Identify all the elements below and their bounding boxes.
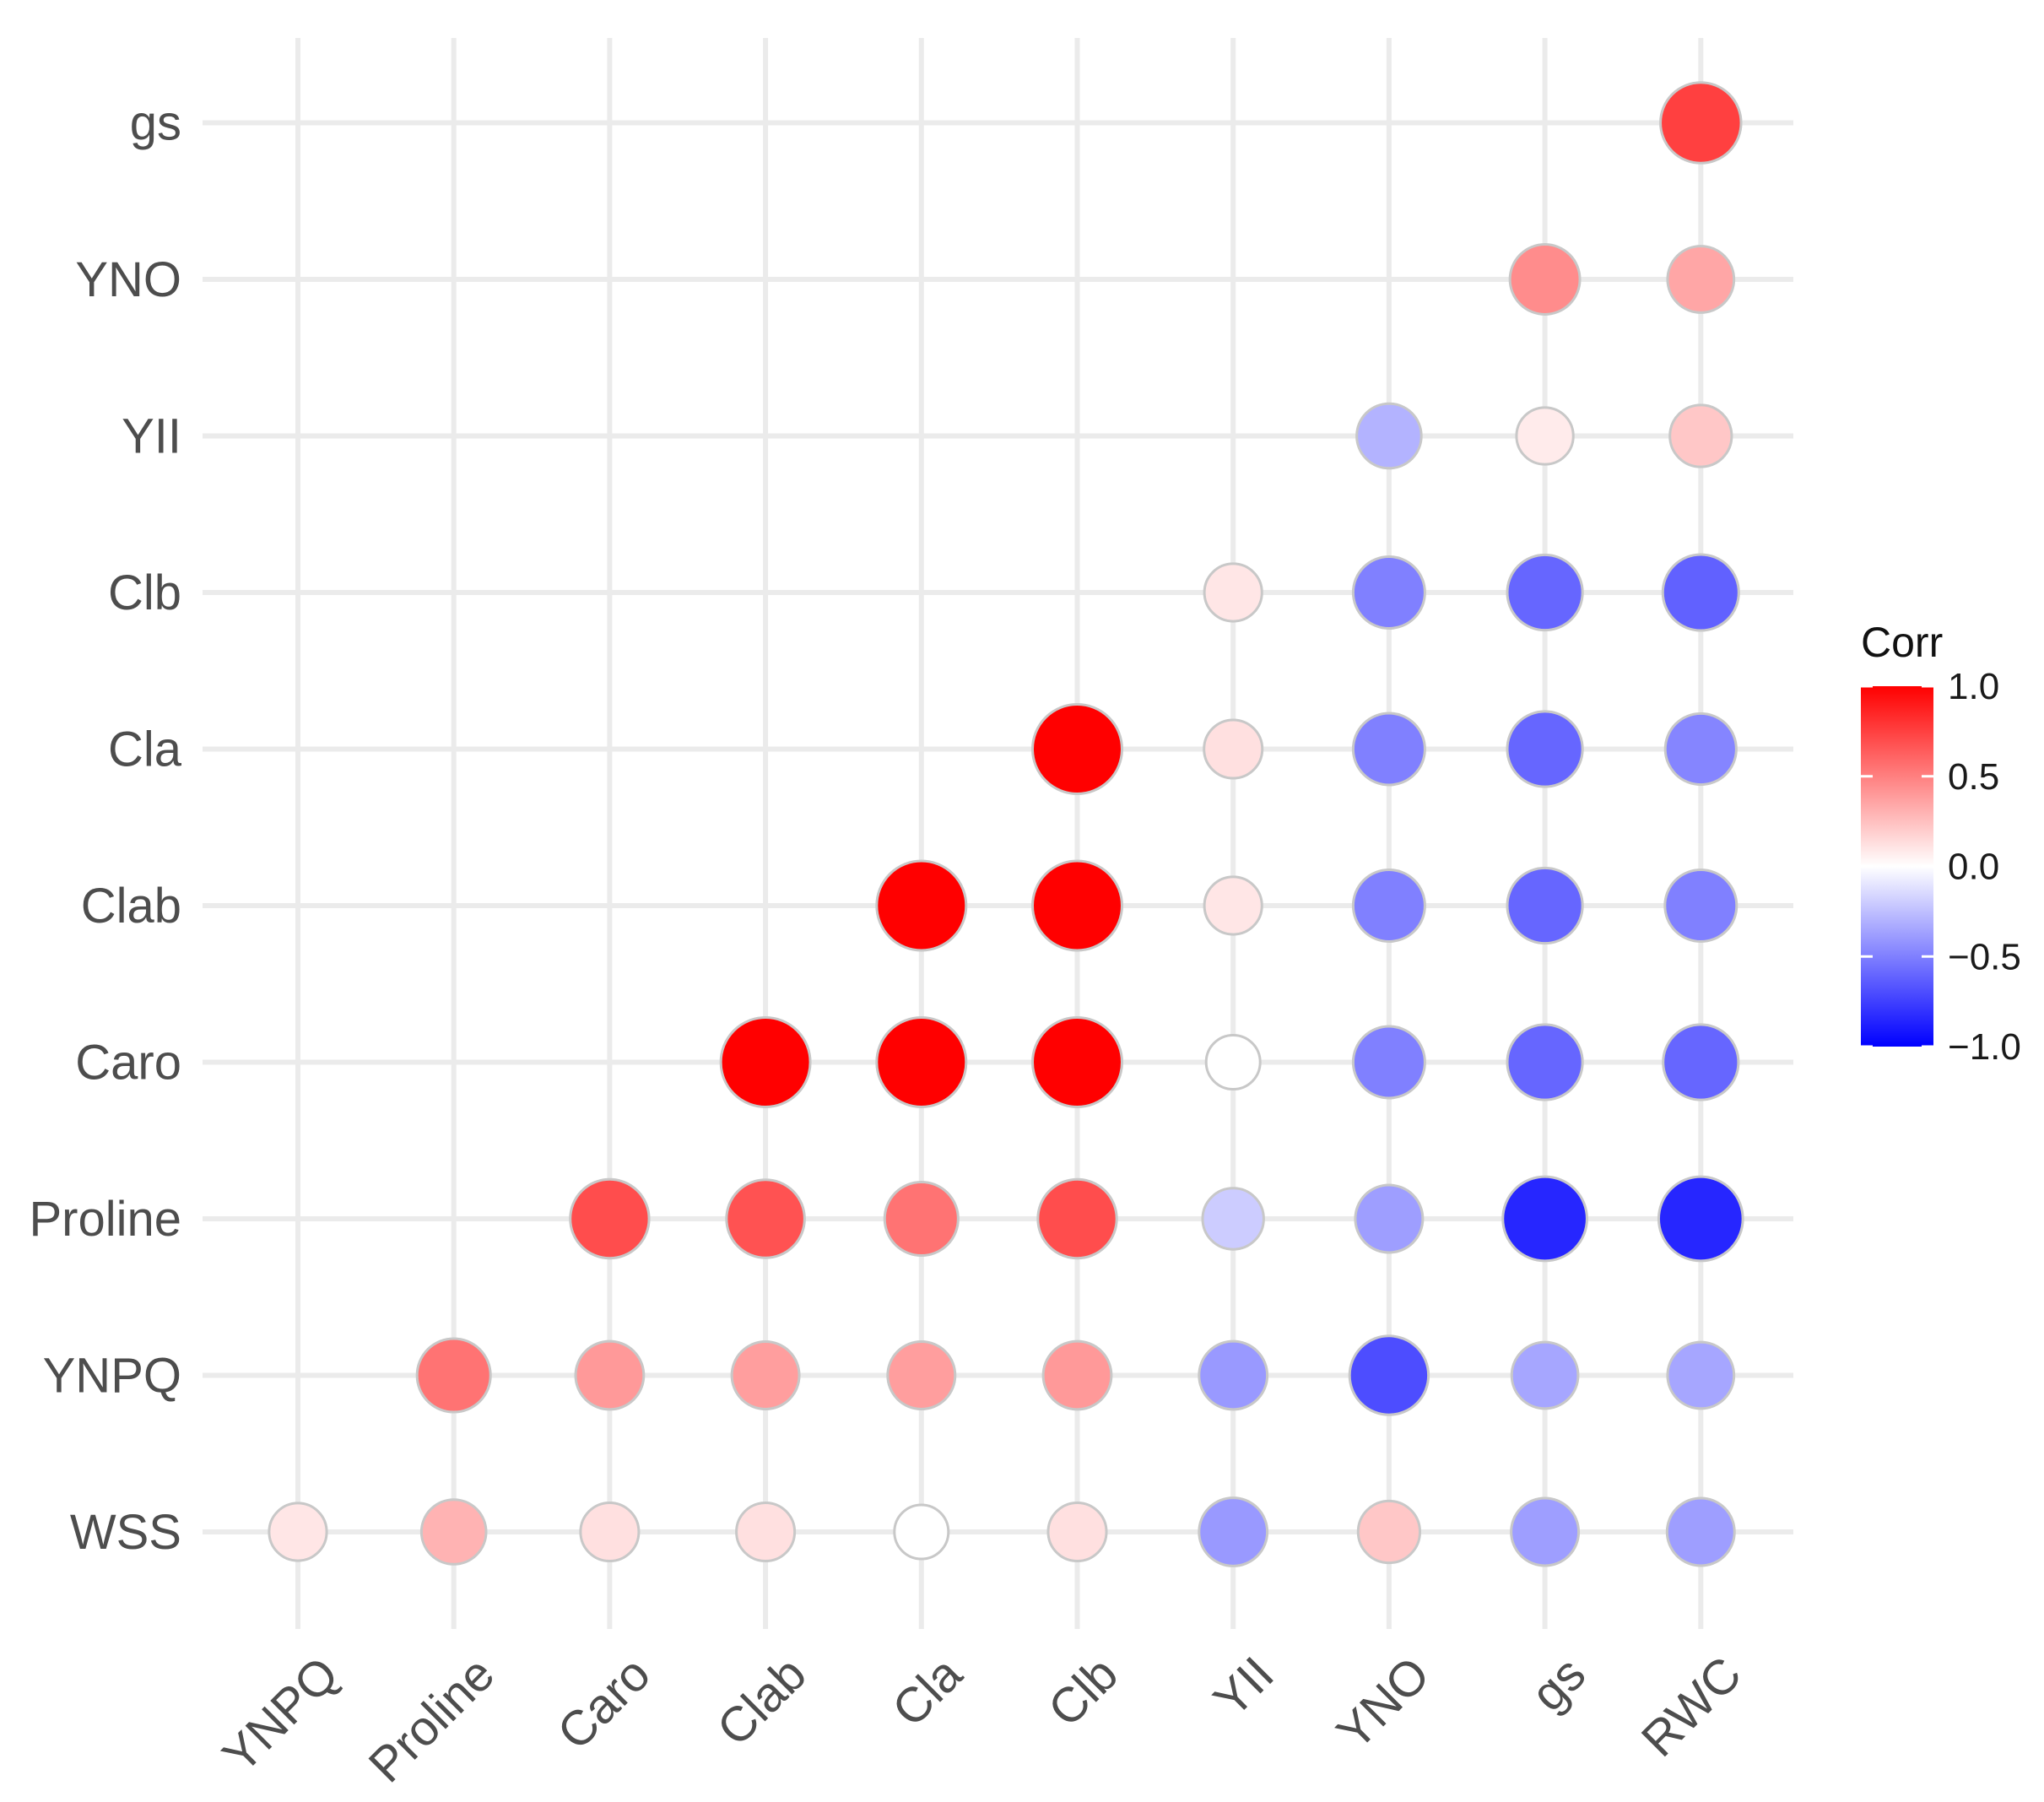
- corr-point-clb-gs: [1506, 553, 1584, 632]
- y-tick-label-yii: YII: [122, 409, 181, 464]
- corr-point-wss-ynpq: [268, 1502, 328, 1562]
- y-tick-label-clb: Clb: [108, 565, 181, 620]
- corr-point-ynpq-caro: [574, 1339, 646, 1411]
- x-tick-label-clab: Clab: [706, 1647, 816, 1756]
- corr-point-cla-yno: [1351, 712, 1426, 787]
- x-tick-label-caro: Caro: [547, 1647, 661, 1761]
- corr-point-clab-rwc: [1663, 869, 1738, 943]
- correlation-circles: [268, 81, 1744, 1567]
- corr-point-proline-rwc: [1657, 1175, 1744, 1263]
- x-tick-label-proline: Proline: [359, 1647, 506, 1794]
- corr-point-clb-yno: [1351, 555, 1426, 630]
- corr-point-ynpq-yii: [1198, 1339, 1269, 1411]
- corr-point-proline-cla: [883, 1180, 960, 1258]
- legend-tick-label: −0.5: [1948, 936, 2021, 977]
- corr-point-ynpq-clb: [1041, 1339, 1113, 1411]
- corr-point-wss-clab: [735, 1501, 797, 1563]
- legend-tick-label: 0.0: [1948, 847, 1999, 888]
- legend-tick-label: 0.5: [1948, 756, 1999, 798]
- corr-point-ynpq-yno: [1348, 1334, 1430, 1416]
- corr-point-yno-gs: [1508, 243, 1582, 316]
- y-tick-label-cla: Cla: [108, 722, 182, 777]
- legend-title: Corr: [1861, 619, 1943, 666]
- x-tick-label-cla: Cla: [882, 1646, 973, 1737]
- corr-point-caro-yii: [1204, 1034, 1262, 1090]
- corr-point-clab-gs: [1506, 866, 1584, 945]
- x-tick-label-gs: gs: [1521, 1647, 1596, 1722]
- corr-point-wss-caro: [579, 1501, 641, 1563]
- corr-point-wss-rwc: [1665, 1496, 1736, 1567]
- corr-point-cla-yii: [1203, 718, 1264, 780]
- corr-point-wss-clb: [1046, 1501, 1108, 1563]
- y-axis-labels: WSS YNPQ Proline Caro Clab Cla Clb YII YNO gs: [29, 96, 181, 1561]
- corr-point-clab-clb: [1031, 859, 1123, 952]
- corr-point-proline-gs: [1501, 1175, 1588, 1263]
- corr-point-proline-yii: [1201, 1187, 1265, 1251]
- x-axis-labels: YNPQ Proline Caro Clab Cla Clb YII YNO gs RWC: [212, 1646, 1751, 1793]
- legend-tick-label: −1.0: [1948, 1026, 2021, 1068]
- corr-point-proline-clb: [1036, 1177, 1118, 1260]
- corr-point-caro-clab: [719, 1016, 812, 1108]
- legend-colorbar: [1861, 686, 1933, 1047]
- corr-point-caro-gs: [1506, 1023, 1584, 1101]
- corr-point-clab-yii: [1203, 875, 1263, 936]
- corr-point-ynpq-cla: [886, 1340, 957, 1410]
- corr-point-wss-proline: [419, 1498, 488, 1566]
- y-tick-label-wss: WSS: [70, 1505, 181, 1560]
- corr-point-proline-yno: [1354, 1183, 1425, 1254]
- y-tick-label-yno: YNO: [75, 252, 181, 307]
- corr-point-yii-yno: [1355, 402, 1423, 470]
- corr-point-clb-yii: [1203, 562, 1263, 623]
- corr-point-ynpq-rwc: [1666, 1340, 1736, 1410]
- corr-point-yii-gs: [1515, 406, 1575, 466]
- y-tick-label-gs: gs: [130, 96, 181, 151]
- corr-point-wss-yno: [1356, 1499, 1422, 1565]
- corr-point-wss-cla: [893, 1503, 950, 1561]
- corr-point-clab-yno: [1351, 869, 1426, 943]
- corr-point-wss-yii: [1198, 1496, 1269, 1567]
- corr-point-caro-clb: [1031, 1016, 1123, 1108]
- corr-point-cla-gs: [1506, 710, 1584, 788]
- y-tick-label-clab: Clab: [81, 879, 181, 933]
- x-tick-label-ynpq: YNPQ: [212, 1647, 349, 1783]
- x-tick-label-rwc: RWC: [1631, 1647, 1752, 1767]
- corr-point-caro-yno: [1351, 1025, 1426, 1100]
- x-tick-label-yno: YNO: [1327, 1647, 1441, 1761]
- x-tick-label-yii: YII: [1203, 1647, 1284, 1728]
- corr-point-wss-gs: [1510, 1496, 1581, 1567]
- corr-point-proline-caro: [569, 1177, 651, 1260]
- corr-point-ynpq-clab: [730, 1340, 801, 1410]
- corr-point-gs-rwc: [1659, 81, 1743, 165]
- y-tick-label-caro: Caro: [75, 1036, 181, 1090]
- x-tick-label-clb: Clb: [1038, 1647, 1129, 1738]
- corr-point-ynpq-proline: [415, 1337, 492, 1414]
- corr-point-caro-rwc: [1662, 1023, 1740, 1101]
- legend-tick-label: 1.0: [1948, 666, 1999, 707]
- corr-point-proline-clab: [725, 1178, 806, 1259]
- corr-point-clab-cla: [875, 859, 968, 952]
- corr-point-caro-cla: [875, 1016, 968, 1108]
- corr-point-cla-rwc: [1663, 712, 1738, 787]
- y-tick-label-proline: Proline: [29, 1192, 181, 1247]
- corr-point-yii-rwc: [1668, 403, 1733, 468]
- corr-point-clb-rwc: [1661, 553, 1740, 632]
- corr-point-yno-rwc: [1666, 245, 1736, 314]
- color-legend: Corr 1.0 0.5 0.0 −0.5 −1.0: [1861, 619, 2021, 1068]
- corr-point-cla-clb: [1031, 703, 1123, 795]
- y-tick-label-ynpq: YNPQ: [43, 1349, 181, 1404]
- corr-point-ynpq-gs: [1510, 1340, 1580, 1410]
